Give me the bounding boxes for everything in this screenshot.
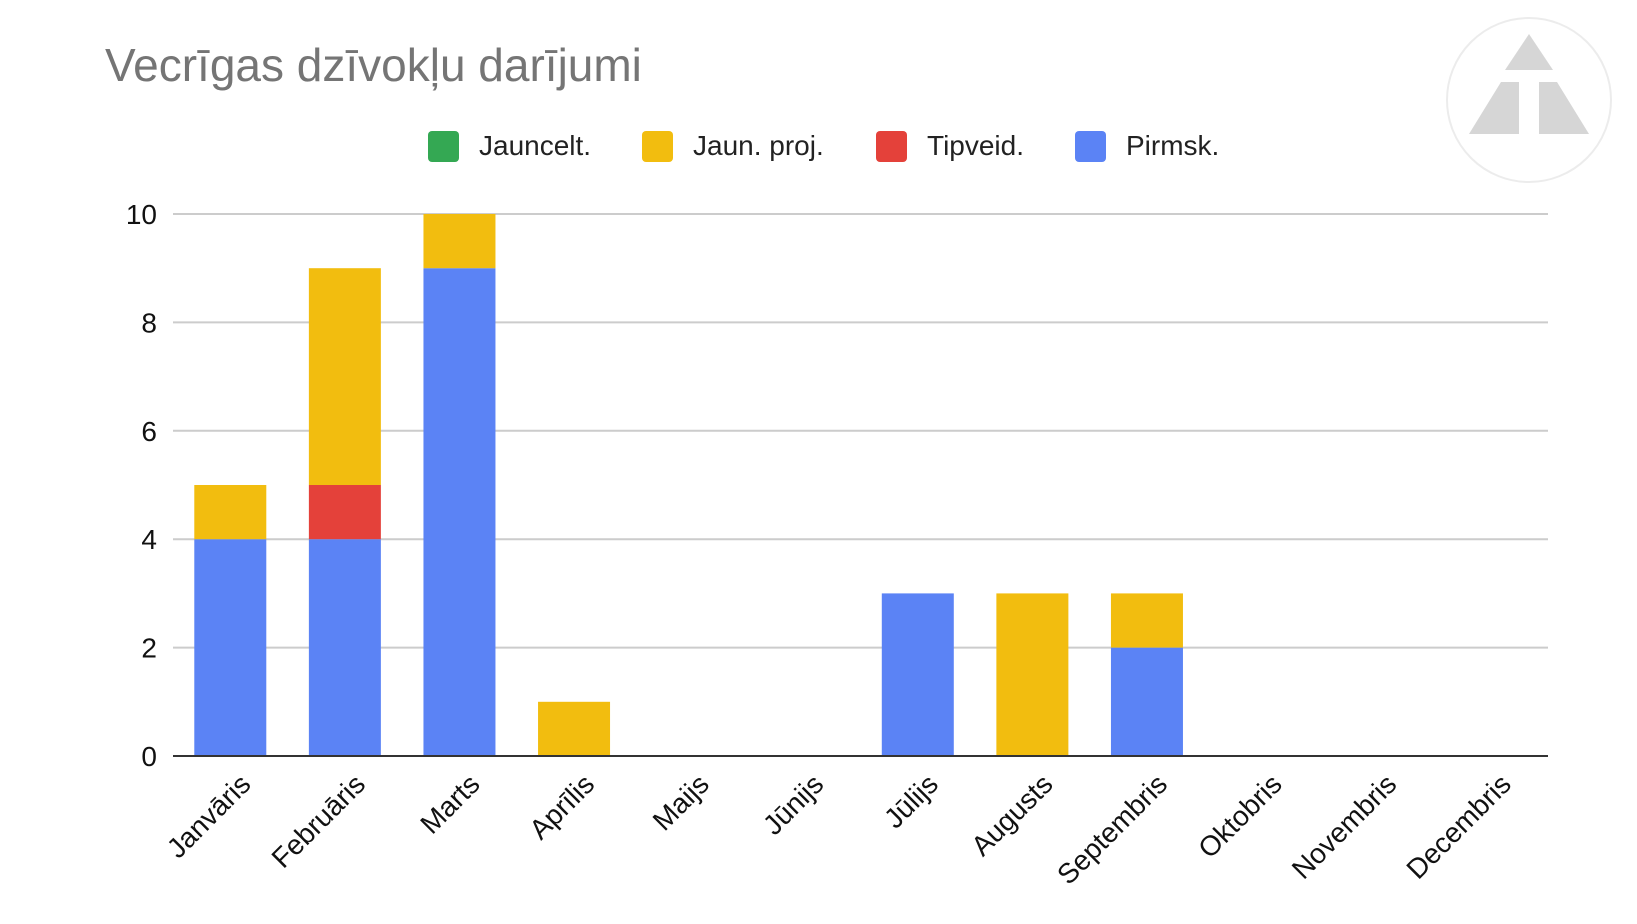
bar-segment[interactable] [881,593,954,756]
legend-item-pirmsk[interactable]: Pirmsk. [1075,126,1219,166]
y-tick-label: 2 [141,633,157,664]
legend-label-pirmsk: Pirmsk. [1126,130,1220,161]
bar-segment[interactable] [538,701,611,756]
grid-lines [173,213,1548,649]
bar-segment[interactable] [194,539,267,756]
legend-item-tipveid[interactable]: Tipveid. [876,126,1024,166]
chart-title: Vecrīgas dzīvokļu darījumi [105,39,642,91]
bar-segment[interactable] [308,539,381,756]
x-tick-label: Marts [414,768,485,839]
bar-segment[interactable] [423,214,496,269]
legend-swatch-jauncelt [428,130,459,162]
x-tick-label: Augusts [965,768,1058,861]
x-tick-label: Decembris [1400,768,1517,885]
bar-segment[interactable] [423,268,496,756]
x-axis-ticks: Janvāris Februāris Marts Aprīlis Maijs Jūnijs… [161,768,1517,890]
bar-segment[interactable] [1110,647,1183,756]
y-tick-label: 4 [141,524,157,555]
legend-label-jauncelt: Jauncelt. [479,130,592,161]
x-tick-label: Maijs [647,768,715,836]
x-tick-label: Novembris [1286,768,1403,885]
legend-swatch-tipveid [876,130,907,162]
legend-item-jauncelt[interactable]: Jauncelt. [428,126,591,166]
bar-segment[interactable] [194,485,267,540]
bar-segment[interactable] [1110,593,1183,648]
y-tick-label: 0 [141,741,157,772]
triangle-logo-icon [1446,17,1612,183]
legend-label-tipveid: Tipveid. [927,130,1025,161]
y-axis-ticks: 0 2 4 6 8 10 [126,199,157,772]
x-tick-label: Jūlijs [878,768,944,834]
x-tick-label: Februāris [266,768,372,874]
x-tick-label: Septembris [1051,768,1173,890]
legend: Jauncelt. Jaun. proj. Tipveid. Pirmsk. [0,126,1637,166]
y-tick-label: 6 [141,416,157,447]
y-tick-label: 8 [141,307,157,338]
x-tick-label: Jūnijs [757,768,830,841]
x-tick-label: Aprīlis [523,768,600,845]
bars [194,214,1183,756]
legend-label-jaun-proj: Jaun. proj. [693,130,824,161]
bar-segment[interactable] [996,593,1069,756]
bar-segment[interactable] [308,268,381,485]
x-tick-label: Janvāris [161,768,257,864]
legend-swatch-pirmsk [1075,130,1106,162]
legend-swatch-jaun-proj [642,130,673,162]
legend-item-jaun-proj[interactable]: Jaun. proj. [642,126,824,166]
x-tick-label: Oktobris [1192,768,1288,864]
y-tick-label: 10 [126,199,157,230]
bar-segment[interactable] [308,485,381,540]
